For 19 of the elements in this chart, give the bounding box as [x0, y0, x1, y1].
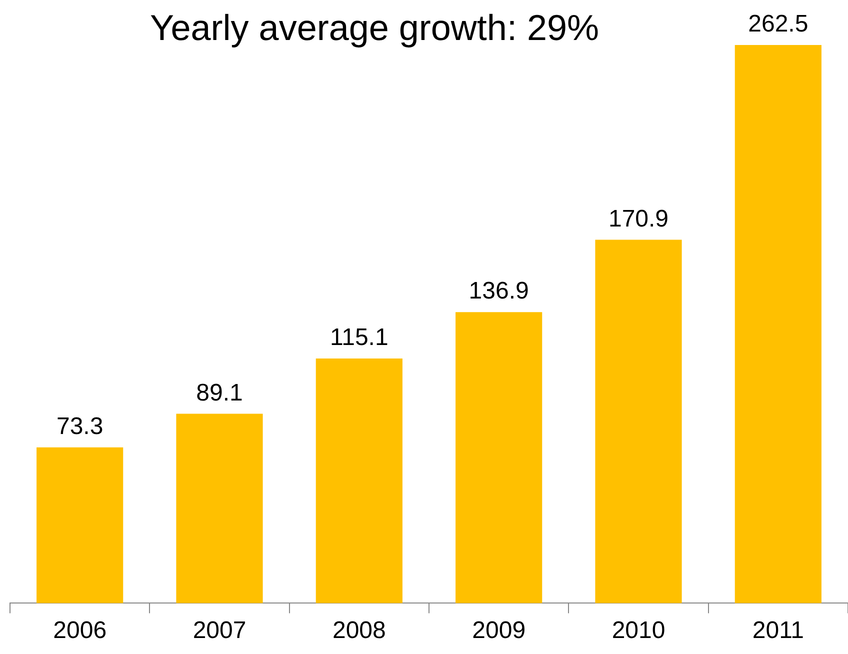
- bar: [36, 447, 124, 604]
- x-tick-label: 2006: [53, 617, 107, 644]
- x-tick-label: 2009: [472, 617, 526, 644]
- bar: [734, 45, 822, 604]
- data-label: 170.9: [608, 205, 669, 232]
- bar: [595, 240, 682, 604]
- data-label: 89.1: [196, 379, 243, 406]
- x-tick-label: 2010: [612, 617, 666, 644]
- bar: [176, 414, 263, 604]
- chart-title: Yearly average growth: 29%: [150, 6, 600, 48]
- x-tick-label: 2007: [192, 617, 246, 644]
- data-label: 73.3: [56, 412, 104, 440]
- data-label: 115.1: [330, 324, 388, 352]
- bar: [316, 358, 402, 604]
- bar: [456, 312, 542, 604]
- data-label: 262.5: [748, 10, 808, 38]
- x-tick-label: 2011: [752, 617, 804, 644]
- x-tick-label: 2008: [332, 617, 386, 644]
- data-label: 136.9: [468, 278, 529, 305]
